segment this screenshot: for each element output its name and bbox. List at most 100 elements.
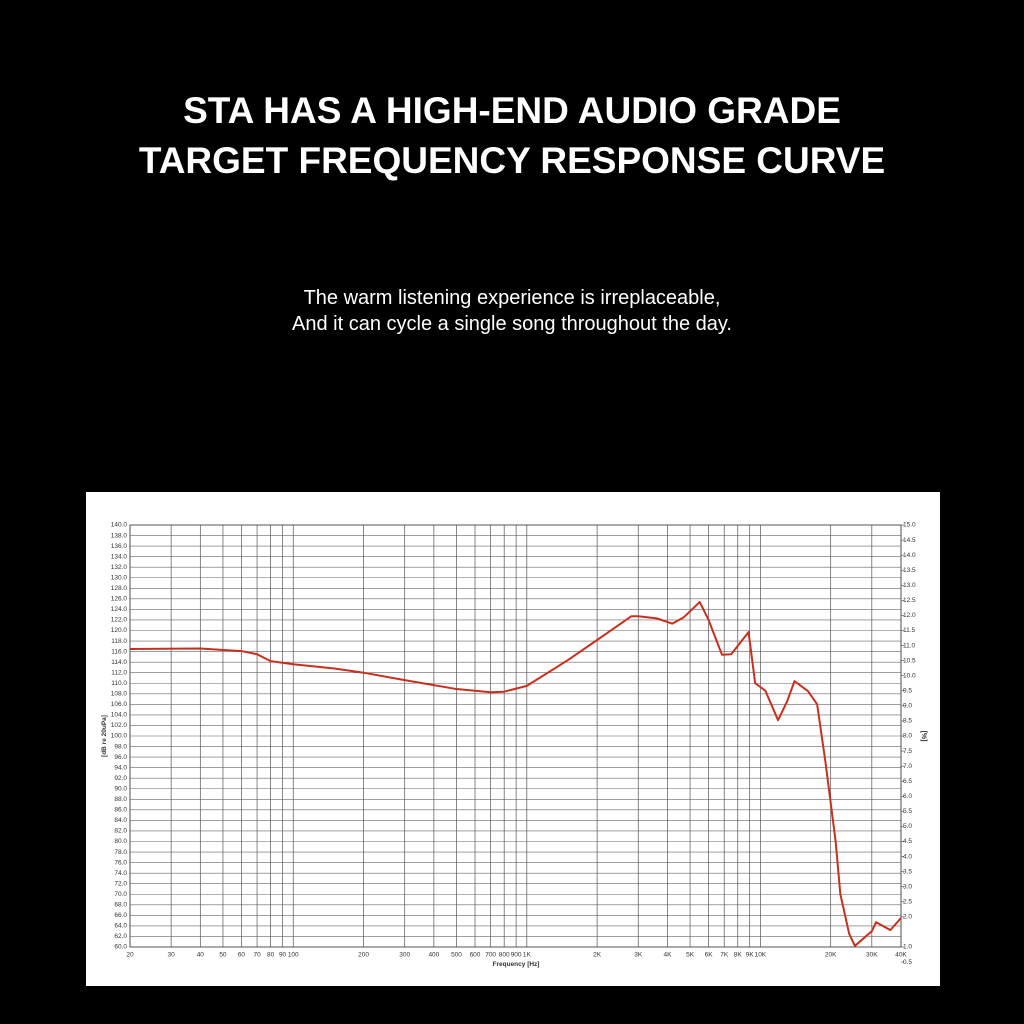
x-tick-label: 10K — [755, 952, 767, 959]
y2-tick-label: 9.5 — [903, 688, 912, 695]
y-tick-label: 114.0 — [111, 659, 127, 666]
y-tick-label: 84.0 — [114, 817, 127, 824]
y-tick-label: 124.0 — [111, 606, 128, 613]
y2-tick-label: 11.0 — [903, 642, 916, 649]
y2-tick-label: 14.5 — [903, 537, 916, 544]
y-tick-label: 100.0 — [111, 733, 128, 740]
x-tick-label: 30K — [866, 952, 878, 959]
y2-tick-label: 13.5 — [903, 567, 916, 574]
x-tick-label: 300 — [399, 952, 410, 959]
x-tick-label: 40 — [197, 952, 205, 959]
y2-tick-label: 6.5 — [903, 778, 912, 785]
y-tick-label: 92.0 — [114, 775, 127, 782]
y-tick-label: 140.0 — [111, 522, 128, 529]
y2-tick-label: 9.0 — [903, 703, 912, 710]
x-tick-label: 600 — [470, 952, 481, 959]
y2-tick-label: 7.5 — [903, 748, 912, 755]
subtitle: The warm listening experience is irrepla… — [304, 287, 721, 309]
y-tick-label: 126.0 — [111, 596, 128, 603]
y-tick-label: 60.0 — [114, 944, 127, 951]
y-tick-label: 108.0 — [111, 691, 128, 698]
x-tick-label: 60 — [238, 952, 246, 959]
x-tick-label: 7K — [720, 952, 729, 959]
x-tick-label: 100 — [288, 952, 299, 959]
y-tick-label: 130.0 — [111, 574, 128, 581]
y-tick-label: 82.0 — [114, 828, 127, 835]
y-tick-label: 72.0 — [114, 880, 127, 887]
y-tick-label: 62.0 — [114, 933, 127, 940]
headline: TARGET FREQUENCY RESPONSE CURVE — [139, 140, 885, 181]
x-tick-label: 50 — [219, 952, 227, 959]
y-tick-label: 122.0 — [111, 617, 128, 624]
y-tick-label: 106.0 — [111, 701, 128, 708]
x-tick-label: 500 — [451, 952, 462, 959]
y2-axis-label: [%] — [920, 731, 927, 742]
y2-tick-label: 2.5 — [903, 899, 912, 906]
x-tick-label: 6K — [705, 952, 714, 959]
y-tick-label: 90.0 — [114, 785, 127, 792]
y-tick-label: 64.0 — [114, 923, 127, 930]
y-tick-label: 66.0 — [114, 912, 127, 919]
y2-tick-label: 2.0 — [903, 914, 912, 921]
y-tick-label: 138.0 — [111, 532, 128, 539]
y-tick-label: 116.0 — [111, 648, 127, 655]
x-tick-label: 800 — [499, 952, 510, 959]
y2-tick-label: 1.0 — [903, 944, 912, 951]
x-tick-label: 20 — [126, 952, 134, 959]
x-tick-label: 3K — [634, 952, 643, 959]
x-axis-label: Frequency [Hz] — [493, 961, 540, 968]
x-tick-label: 1K — [523, 952, 532, 959]
y2-tick-label: 3.0 — [903, 883, 912, 890]
y2-tick-label: 8.5 — [903, 718, 912, 725]
x-tick-label: 40K — [895, 952, 907, 959]
y2-tick-label: 14.0 — [903, 552, 916, 559]
chart-panel — [86, 492, 940, 986]
y-tick-label: 132.0 — [111, 564, 128, 571]
y2-tick-label: 4.5 — [903, 838, 912, 845]
subtitle: And it can cycle a single song throughou… — [292, 313, 732, 335]
y2-tick-label: 5.5 — [903, 808, 912, 815]
y-tick-label: 74.0 — [114, 870, 127, 877]
y-tick-label: 120.0 — [111, 627, 128, 634]
y-tick-label: 78.0 — [114, 849, 127, 856]
y2-tick-label: 5.0 — [903, 823, 912, 830]
y2-tick-label: 12.0 — [903, 612, 916, 619]
y2-tick-label: 12.5 — [903, 597, 916, 604]
y-tick-label: 86.0 — [114, 807, 127, 814]
y2-tick-label: 11.5 — [903, 627, 916, 634]
y2-tick-label: 8.0 — [903, 733, 912, 740]
y-tick-label: 96.0 — [114, 754, 127, 761]
y2-tick-label: 10.0 — [903, 672, 916, 679]
y-tick-label: 88.0 — [114, 796, 127, 803]
y2-tick-label: 15.0 — [903, 522, 916, 529]
x-tick-label: 700 — [485, 952, 496, 959]
x-tick-label: 70 — [253, 952, 261, 959]
headline: STA HAS A HIGH-END AUDIO GRADE — [183, 90, 841, 131]
y2-tick-label: 7.0 — [903, 763, 912, 770]
y-tick-label: 102.0 — [111, 722, 128, 729]
y2-tick-label: 0.5 — [903, 959, 912, 966]
y2-tick-label: 4.0 — [903, 853, 912, 860]
y2-tick-label: 6.0 — [903, 793, 912, 800]
x-tick-label: 30 — [168, 952, 176, 959]
y-tick-label: 134.0 — [111, 553, 128, 560]
response-curve — [129, 601, 902, 947]
y-tick-label: 118.0 — [111, 638, 127, 645]
y-axis-label: [dB re 20uPa] — [101, 715, 108, 757]
y-tick-label: 68.0 — [114, 902, 127, 909]
y-tick-label: 94.0 — [114, 764, 127, 771]
y-tick-label: 104.0 — [111, 712, 128, 719]
x-tick-label: 8K — [734, 952, 743, 959]
x-tick-label: 80 — [267, 952, 275, 959]
y2-tick-label: 10.5 — [903, 657, 916, 664]
x-tick-label: 2K — [593, 952, 602, 959]
x-tick-label: 200 — [358, 952, 369, 959]
x-tick-label: 90 — [279, 952, 287, 959]
y2-tick-label: 3.5 — [903, 868, 912, 875]
y-tick-label: 136.0 — [111, 543, 128, 550]
x-tick-label: 9K — [746, 952, 755, 959]
y-tick-label: 128.0 — [111, 585, 128, 592]
x-tick-label: 20K — [825, 952, 837, 959]
x-tick-label: 900 — [511, 952, 522, 959]
